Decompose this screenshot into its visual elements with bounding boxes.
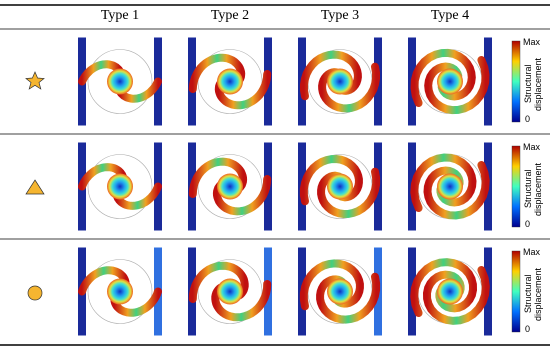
guide-circle	[87, 259, 153, 324]
colorbar-min: 0	[525, 219, 531, 229]
hub-disc	[327, 68, 353, 95]
flexure-arm	[78, 163, 127, 191]
hub-disc	[437, 173, 463, 200]
guide-circle	[197, 154, 263, 219]
flexure-arm	[318, 62, 380, 113]
column-header: Type 4	[430, 8, 470, 23]
hub-disc	[437, 278, 463, 305]
flexure-arm	[424, 56, 490, 115]
hub-disc	[107, 278, 133, 305]
column-header: Type 3	[320, 8, 360, 23]
colorbar	[511, 145, 521, 228]
triangle-symbol	[25, 179, 45, 195]
flexure-arm	[212, 175, 272, 216]
flexure-arm	[423, 161, 490, 220]
colorbar-max: Max	[523, 142, 541, 152]
flexure-arm	[422, 266, 490, 325]
hub-disc	[107, 173, 133, 200]
flexure-arm	[113, 182, 162, 210]
colorbar	[511, 250, 521, 333]
flexure-arm	[116, 77, 162, 103]
colorbar-min: 0	[525, 114, 531, 124]
hub-disc	[217, 68, 243, 95]
circle-symbol	[27, 285, 43, 301]
hub-disc	[217, 173, 243, 200]
flexure-arm	[78, 266, 130, 296]
flexure-arm	[299, 154, 363, 206]
colorbar	[511, 40, 521, 123]
colorbar-label: Structural displacement	[523, 162, 543, 216]
flexure-arm	[410, 153, 477, 212]
flexure-arm	[188, 157, 248, 198]
colorbar-max: Max	[523, 37, 541, 47]
guide-circle	[87, 49, 153, 114]
colorbar-max: Max	[523, 247, 541, 257]
column-header: Type 2	[210, 8, 250, 23]
hub-disc	[107, 68, 133, 95]
guide-circle	[197, 49, 263, 114]
colorbar-label: Structural displacement	[523, 57, 543, 111]
hub-disc	[327, 173, 353, 200]
flexure-arm	[299, 259, 364, 311]
flexure-arm	[300, 50, 362, 101]
flexure-arm	[110, 287, 162, 317]
guide-circle	[197, 259, 263, 324]
colorbar-label: Structural displacement	[523, 267, 543, 321]
guide-circle	[87, 154, 153, 219]
hub-disc	[217, 278, 243, 305]
flexure-arm	[410, 258, 478, 317]
flexure-arm	[317, 167, 381, 219]
flexure-arm	[78, 60, 124, 86]
hub-disc	[327, 278, 353, 305]
star-symbol	[25, 71, 45, 90]
colorbar-min: 0	[525, 324, 531, 334]
flexure-arm	[211, 280, 272, 322]
flexure-arm	[188, 261, 249, 303]
flexure-arm	[410, 48, 476, 107]
flexure-arm	[214, 70, 272, 110]
flexure-arm	[316, 272, 381, 324]
hub-disc	[437, 68, 463, 95]
flexure-arm	[188, 53, 246, 93]
column-header: Type 1	[100, 8, 140, 23]
